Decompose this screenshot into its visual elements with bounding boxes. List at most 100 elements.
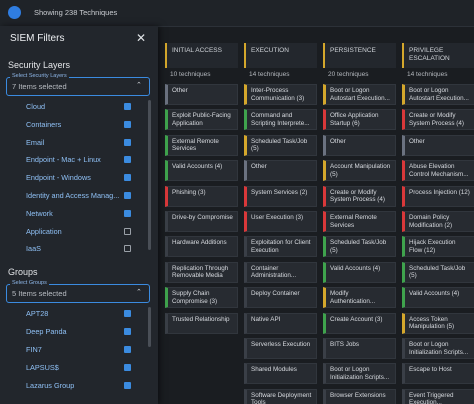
checkbox[interactable]	[124, 310, 131, 317]
technique-cell[interactable]: Access Token Manipulation (5)	[402, 312, 474, 334]
technique-cell[interactable]: Boot or Logon Autostart Execution...	[402, 84, 474, 105]
checkbox[interactable]	[124, 227, 131, 235]
checkbox[interactable]	[124, 209, 131, 217]
option-label[interactable]: Endpoint - Windows	[26, 173, 91, 183]
technique-cell[interactable]: Native API	[244, 312, 317, 334]
technique-cell[interactable]: Exploit Public-Facing Application	[165, 109, 238, 131]
technique-count: 14 techniques	[249, 71, 290, 78]
checkbox[interactable]	[124, 192, 131, 199]
checkbox[interactable]	[124, 245, 131, 253]
technique-count: 14 techniques	[407, 71, 448, 78]
technique-cell[interactable]: Abuse Elevation Control Mechanism...	[402, 160, 474, 182]
technique-cell[interactable]: User Execution (3)	[244, 211, 317, 232]
checkbox[interactable]	[124, 346, 131, 353]
filter-panel: SIEM Filters ✕ Security Layers Select Sec…	[0, 26, 158, 404]
option-label[interactable]: FIN7	[26, 345, 42, 354]
technique-cell[interactable]: Domain Policy Modification (2)	[402, 211, 474, 232]
technique-cell[interactable]: Phishing (3)	[165, 185, 238, 207]
technique-cell[interactable]: Other	[244, 160, 317, 182]
technique-cell[interactable]: Trusted Relationship	[165, 312, 238, 334]
technique-cell[interactable]: Other	[323, 134, 396, 156]
checkbox[interactable]	[124, 382, 131, 389]
technique-cell[interactable]: Escape to Host	[402, 363, 474, 385]
column-header[interactable]: INITIAL ACCESS	[165, 43, 238, 68]
checkbox[interactable]	[124, 364, 131, 371]
technique-cell[interactable]: Container Administration...	[244, 261, 317, 283]
technique-count: 20 techniques	[328, 71, 369, 78]
technique-cell[interactable]: Boot or Logon Initialization Scripts...	[402, 338, 474, 359]
technique-cell[interactable]: Other	[165, 84, 238, 105]
technique-cell[interactable]: Scheduled Task/Job (5)	[323, 236, 396, 258]
option-label[interactable]: Network	[26, 208, 53, 218]
technique-cell[interactable]: Supply Chain Compromise (3)	[165, 287, 238, 309]
logo[interactable]	[8, 6, 21, 19]
technique-cell[interactable]: Valid Accounts (4)	[165, 160, 238, 182]
technique-cell[interactable]: BITS Jobs	[323, 338, 396, 359]
technique-cell[interactable]: Software Deployment Tools	[244, 388, 317, 404]
technique-cell[interactable]: Drive-by Compromise	[165, 211, 238, 232]
technique-cell[interactable]: Deploy Container	[244, 287, 317, 309]
option-label[interactable]: Containers	[26, 119, 62, 129]
select-box[interactable]	[6, 77, 150, 96]
select-box[interactable]	[6, 284, 150, 303]
technique-cell[interactable]: Hardware Additions	[165, 236, 238, 258]
technique-cell[interactable]: Create or Modify System Process (4)	[402, 109, 474, 131]
technique-cell[interactable]: Inter-Process Communication (3)	[244, 84, 317, 105]
technique-cell[interactable]: Scheduled Task/Job (5)	[244, 134, 317, 156]
scrollbar	[148, 100, 151, 250]
technique-cell[interactable]: Browser Extensions	[323, 388, 396, 404]
technique-cell[interactable]: Command and Scripting Interprete...	[244, 109, 317, 131]
technique-cell[interactable]: Shared Modules	[244, 363, 317, 385]
option-label[interactable]: Identity and Access Manag...	[26, 191, 120, 200]
option-label[interactable]: IaaS	[26, 244, 42, 254]
option-label[interactable]: Cloud	[26, 102, 46, 111]
technique-cell[interactable]: Hijack Execution Flow (12)	[402, 236, 474, 258]
option-label[interactable]: Endpoint - Mac + Linux	[26, 155, 101, 165]
option-label[interactable]: Lazarus Group	[26, 381, 75, 390]
technique-cell[interactable]: Boot or Logon Initialization Scripts...	[323, 363, 396, 385]
technique-cell[interactable]: Valid Accounts (4)	[323, 261, 396, 283]
option-label[interactable]: Deep Panda	[26, 327, 67, 336]
technique-cell[interactable]: Account Manipulation (5)	[323, 160, 396, 182]
technique-cell[interactable]: Replication Through Removable Media	[165, 261, 238, 283]
technique-count: Showing 238 Techniques	[34, 8, 118, 17]
select-legend: Select Groups	[10, 280, 49, 286]
technique-cell[interactable]: External Remote Services	[323, 211, 396, 232]
option-label[interactable]: Email	[26, 137, 45, 147]
chevron[interactable]: ⌃	[136, 289, 142, 296]
technique-cell[interactable]: System Services (2)	[244, 185, 317, 207]
technique-cell[interactable]: Event Triggered Execution...	[402, 388, 474, 404]
technique-cell[interactable]: Process Injection (12)	[402, 185, 474, 207]
technique-cell[interactable]: Serverless Execution	[244, 338, 317, 359]
option-label[interactable]: Application	[26, 226, 62, 236]
technique-cell[interactable]: Create Account (3)	[323, 312, 396, 334]
checkbox[interactable]	[124, 138, 131, 146]
close-button[interactable]: ✕	[136, 31, 147, 45]
option-label[interactable]: APT28	[26, 309, 49, 318]
technique-cell[interactable]: Create or Modify System Process (4)	[323, 185, 396, 207]
technique-cell[interactable]: Valid Accounts (4)	[402, 287, 474, 309]
technique-cell[interactable]: Exploitation for Client Execution	[244, 236, 317, 258]
technique-cell[interactable]: Scheduled Task/Job (5)	[402, 261, 474, 283]
technique-cell[interactable]: External Remote Services	[165, 134, 238, 156]
technique-cell[interactable]: Other	[402, 134, 474, 156]
technique-cell[interactable]: Boot or Logon Autostart Execution...	[323, 84, 396, 105]
technique-cell[interactable]: Modify Authentication...	[323, 287, 396, 309]
checkbox[interactable]	[124, 120, 131, 128]
column-header[interactable]: PRIVILEGE ESCALATION	[402, 43, 474, 68]
checkbox[interactable]	[124, 103, 131, 110]
checkbox[interactable]	[124, 156, 131, 164]
column-header[interactable]: PERSISTENCE	[323, 43, 396, 68]
top-bar: Showing 238 Techniques	[0, 0, 474, 27]
column-header[interactable]: EXECUTION	[244, 43, 317, 68]
option-label[interactable]: LAPSUS$	[26, 363, 59, 372]
section-heading: Groups	[8, 267, 38, 277]
checkbox[interactable]	[124, 174, 131, 182]
technique-cell[interactable]: Office Application Startup (6)	[323, 109, 396, 131]
chevron[interactable]: ⌃	[136, 82, 142, 89]
technique-count: 10 techniques	[170, 71, 211, 78]
panel-title: SIEM Filters	[10, 33, 65, 44]
checkbox[interactable]	[124, 328, 131, 335]
section-heading: Security Layers	[8, 60, 71, 70]
